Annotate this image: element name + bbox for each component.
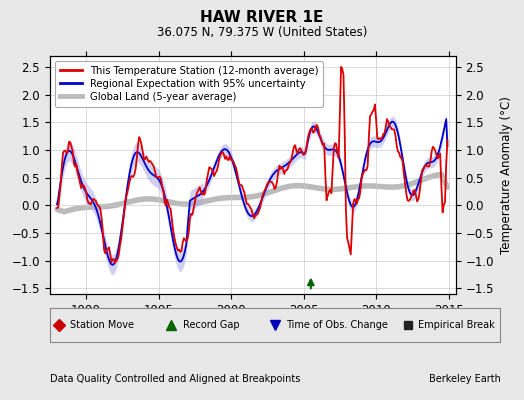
Text: 36.075 N, 79.375 W (United States): 36.075 N, 79.375 W (United States) bbox=[157, 26, 367, 39]
Text: Empirical Break: Empirical Break bbox=[418, 320, 495, 330]
Text: HAW RIVER 1E: HAW RIVER 1E bbox=[200, 10, 324, 25]
Legend: This Temperature Station (12-month average), Regional Expectation with 95% uncer: This Temperature Station (12-month avera… bbox=[55, 61, 323, 107]
Text: Data Quality Controlled and Aligned at Breakpoints: Data Quality Controlled and Aligned at B… bbox=[50, 374, 300, 384]
Text: Berkeley Earth: Berkeley Earth bbox=[429, 374, 500, 384]
Text: Station Move: Station Move bbox=[70, 320, 134, 330]
Text: Time of Obs. Change: Time of Obs. Change bbox=[286, 320, 388, 330]
Text: Record Gap: Record Gap bbox=[183, 320, 239, 330]
Y-axis label: Temperature Anomaly (°C): Temperature Anomaly (°C) bbox=[500, 96, 512, 254]
